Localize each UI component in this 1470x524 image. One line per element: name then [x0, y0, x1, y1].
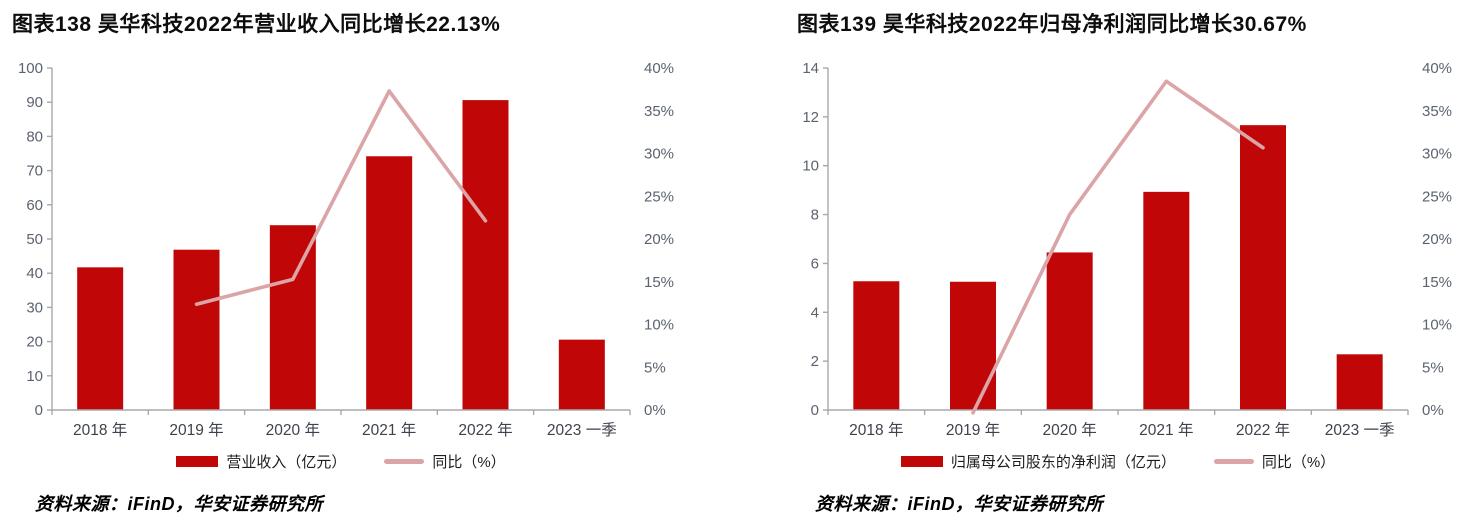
x-axis-category-label: 2019 年 — [169, 421, 223, 439]
y-axis-tick-label: 10 — [26, 368, 43, 385]
x-axis-category-label: 2020 年 — [1043, 421, 1097, 439]
bar — [269, 225, 316, 410]
bar — [366, 156, 413, 410]
x-axis-category-label: 2022 年 — [1236, 421, 1290, 439]
y-axis-tick-label: 100 — [18, 60, 43, 77]
bar — [558, 339, 605, 410]
legend-item-revenue: 营业收入（亿元） — [176, 451, 346, 472]
right-axis-tick-label: 35% — [644, 103, 674, 120]
right-axis-tick-label: 25% — [644, 188, 674, 205]
y-axis-tick-label: 4 — [811, 304, 819, 321]
bar — [1336, 354, 1383, 410]
y-axis-tick-label: 50 — [26, 231, 43, 248]
legend-item-net-profit: 归属母公司股东的净利润（亿元） — [900, 451, 1176, 472]
revenue-chart-canvas: 0 10 20 30 40 50 60 70 80 90 100 0% 5% 10% 15% 20% 25% 30… — [18, 60, 674, 439]
right-axis-tick-label: 20% — [1422, 231, 1452, 248]
y-axis-tick-label: 2 — [811, 353, 819, 370]
legend-item-yoy: 同比（%） — [1213, 451, 1336, 472]
figure-139-panel: 图表139 昊华科技2022年归母净利润同比增长30.67% 0 2 4 6 8 10 12… — [735, 0, 1470, 524]
bar — [950, 281, 996, 410]
right-axis-tick-label: 5% — [644, 359, 666, 376]
right-axis-tick-label: 40% — [644, 60, 674, 77]
yoy-trend-line — [971, 79, 1265, 415]
right-axis-tick-label: 30% — [644, 146, 674, 163]
x-axis-category-label: 2020 年 — [266, 421, 320, 439]
legend-label: 营业收入（亿元） — [226, 454, 347, 471]
y-axis-tick-label: 12 — [802, 109, 819, 126]
y-axis-tick-label: 60 — [26, 197, 43, 214]
right-axis-tick-label: 10% — [644, 317, 674, 334]
right-axis-tick-label: 5% — [1422, 359, 1444, 376]
right-axis-tick-label: 15% — [644, 274, 674, 291]
x-axis-category-label: 2018 年 — [73, 421, 127, 439]
y-axis-tick-label: 30 — [26, 299, 43, 316]
right-axis-tick-label: 0% — [644, 402, 666, 419]
x-axis-category-label: 2022 年 — [458, 421, 512, 439]
legend-bar-swatch — [176, 456, 219, 467]
legend-label: 同比（%） — [1261, 454, 1336, 471]
legend-label: 归属母公司股东的净利润（亿元） — [950, 454, 1176, 471]
y-axis-tick-label: 90 — [26, 94, 43, 111]
net-profit-chart-canvas: 0 2 4 6 8 10 12 14 0% 5% 10% 15% 20% 25% 30% 35% 40% 2018… — [802, 60, 1452, 439]
legend-label: 同比（%） — [432, 454, 506, 471]
x-axis-category-label: 2023 一季 — [1325, 421, 1395, 439]
y-axis-tick-label: 10 — [802, 158, 819, 175]
y-axis-tick-label: 0 — [811, 402, 819, 419]
legend-bar-swatch — [900, 456, 943, 467]
right-axis-tick-label: 30% — [1422, 146, 1452, 163]
right-axis-tick-label: 15% — [1422, 274, 1452, 291]
figure-138-panel: 图表138 昊华科技2022年营业收入同比增长22.13% 0 10 20 30 40 5… — [12, 13, 674, 514]
bar — [462, 100, 509, 410]
bar — [853, 281, 900, 410]
right-axis-tick-label: 40% — [1422, 60, 1452, 77]
legend-item-yoy: 同比（%） — [384, 451, 506, 472]
right-axis-tick-label: 25% — [1422, 188, 1452, 205]
y-axis-tick-label: 80 — [26, 128, 43, 145]
yoy-trend-line — [194, 89, 488, 307]
x-axis-category-label: 2021 年 — [1139, 421, 1193, 439]
legend-line-swatch — [384, 459, 425, 464]
bar — [173, 249, 220, 410]
chart-title: 图表139 昊华科技2022年归母净利润同比增长30.67% — [797, 13, 1307, 36]
y-axis-tick-label: 0 — [35, 402, 43, 419]
source-note: 资料来源：iFinD，华安证券研究所 — [815, 494, 1103, 514]
x-axis-category-label: 2023 一季 — [547, 421, 617, 439]
bar — [1143, 191, 1190, 410]
right-axis-tick-label: 10% — [1422, 317, 1452, 334]
chart-title: 图表138 昊华科技2022年营业收入同比增长22.13% — [12, 13, 501, 36]
y-axis-tick-label: 14 — [802, 60, 819, 77]
bar — [1240, 125, 1286, 411]
bar — [1046, 252, 1093, 410]
chart-legend: 营业收入（亿元） 同比（%） — [52, 451, 630, 472]
y-axis-tick-label: 8 — [811, 207, 819, 224]
y-axis-tick-label: 70 — [26, 163, 43, 180]
x-axis-category-label: 2019 年 — [946, 421, 1000, 439]
y-axis-tick-label: 20 — [26, 334, 43, 351]
right-axis-tick-label: 0% — [1422, 402, 1444, 419]
chart-legend: 归属母公司股东的净利润（亿元） 同比（%） — [828, 451, 1408, 472]
legend-line-swatch — [1213, 459, 1254, 464]
y-axis-tick-label: 6 — [811, 255, 819, 272]
right-axis-tick-label: 35% — [1422, 103, 1452, 120]
bar — [77, 267, 124, 410]
source-note: 资料来源：iFinD，华安证券研究所 — [35, 494, 323, 514]
y-axis-tick-label: 40 — [26, 265, 43, 282]
x-axis-category-label: 2021 年 — [362, 421, 416, 439]
right-axis-tick-label: 20% — [644, 231, 674, 248]
x-axis-category-label: 2018 年 — [849, 421, 903, 439]
